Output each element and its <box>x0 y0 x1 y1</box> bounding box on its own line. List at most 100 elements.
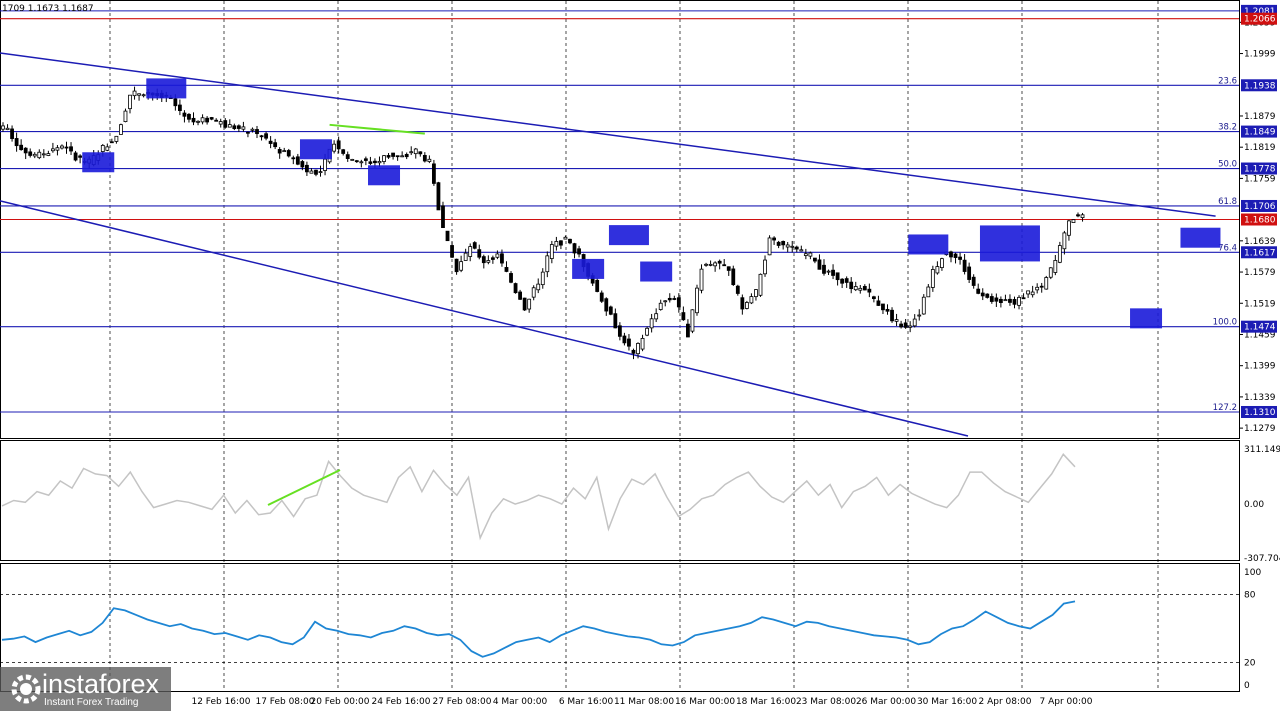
candle-body <box>123 110 128 123</box>
time-label-11: 26 Mar 00:00 <box>856 697 916 707</box>
candle-body <box>568 238 572 244</box>
candle-body <box>32 153 37 157</box>
candle-body <box>282 150 287 153</box>
candle-body <box>69 146 73 152</box>
candle-body <box>849 281 854 290</box>
fib-label-127.2: 127.2 <box>1213 403 1237 413</box>
candle-body <box>799 249 804 252</box>
candle-body <box>109 141 114 144</box>
candle-body <box>28 151 33 156</box>
candle-body <box>64 146 69 149</box>
candle-body <box>559 240 563 246</box>
candle-body <box>300 161 305 168</box>
candle-body <box>672 298 677 300</box>
price-tick-label-6: 1.1579 <box>1244 268 1276 278</box>
fib-label-100.0: 100.0 <box>1213 318 1237 328</box>
cci-pane <box>1 453 1076 541</box>
logo-name: instaforex <box>42 669 160 699</box>
candle-body <box>459 261 464 271</box>
candle-body <box>413 148 418 155</box>
candle-body <box>695 287 699 314</box>
price-tick-label-8: 1.1459 <box>1244 330 1276 340</box>
candle-body <box>613 313 618 329</box>
price-label-box-2 <box>1241 79 1277 92</box>
candle-body <box>382 155 386 162</box>
time-label-9: 18 Mar 16:00 <box>736 697 796 707</box>
candle-body <box>853 286 858 291</box>
candle-body <box>55 147 60 151</box>
candle-body <box>1017 296 1021 306</box>
candle-body <box>187 113 191 120</box>
candle-body <box>772 237 776 241</box>
candle-body <box>971 276 976 286</box>
price-label-box-5 <box>1241 199 1277 212</box>
candle-body <box>78 155 83 158</box>
cci-tick-label-1: 0.00 <box>1244 500 1264 510</box>
candle-body <box>1053 260 1058 273</box>
time-label-5: 4 Mar 00:00 <box>493 697 548 707</box>
candle-body <box>495 253 500 258</box>
candle-body <box>926 286 931 298</box>
candle-body <box>504 267 509 272</box>
fib-label-61.8: 61.8 <box>1218 197 1237 207</box>
candle-body <box>1039 285 1044 288</box>
candle-body <box>831 269 835 276</box>
candle-body <box>917 314 922 317</box>
price-label-box-6 <box>1241 213 1277 226</box>
signal-marker-6 <box>640 261 673 282</box>
signal-marker-8 <box>979 225 1040 262</box>
signal-marker-2 <box>299 139 332 160</box>
candle-body <box>359 161 364 164</box>
candle-body <box>794 246 799 250</box>
candle-body <box>141 94 146 97</box>
time-label-12: 30 Mar 16:00 <box>917 697 977 707</box>
candle-body <box>645 327 649 336</box>
candle-body <box>418 151 423 155</box>
price-tick-label-4: 1.1759 <box>1244 174 1276 184</box>
cci-tick-label-0: 311.1497 <box>1244 445 1280 455</box>
candle-body <box>713 262 718 267</box>
candle-body <box>314 169 318 175</box>
candle-body <box>377 160 382 164</box>
candle-body <box>754 289 758 298</box>
candle-body <box>844 278 849 283</box>
candle-body <box>214 119 219 122</box>
signal-marker-5 <box>608 225 649 246</box>
candle-body <box>840 278 845 284</box>
candle-body <box>173 98 178 107</box>
price-pane: 23.6 38.2 50.0 61.8 76.4 100.0 127.2 <box>0 10 1239 437</box>
price-tick-label-2: 1.1879 <box>1244 112 1276 122</box>
candle-body <box>232 125 237 130</box>
candle-body <box>177 104 182 111</box>
candle-body <box>286 150 291 157</box>
candle-body <box>368 161 373 164</box>
candle-body <box>41 153 46 156</box>
divergence-line-price <box>329 123 425 135</box>
candle-body <box>241 126 246 130</box>
candle-body <box>740 297 745 310</box>
candle-body <box>373 160 377 164</box>
candle-body <box>273 142 278 148</box>
candle-body <box>246 131 250 134</box>
signal-marker-1 <box>146 78 187 99</box>
candle-body <box>436 182 441 211</box>
candle-body <box>400 155 405 158</box>
candle-body <box>341 149 346 154</box>
instaforex-logo: instaforex Instant Forex Trading <box>0 667 171 711</box>
candle-body <box>1076 214 1080 217</box>
candles <box>0 86 1085 360</box>
candle-body <box>731 268 736 285</box>
candle-body <box>989 296 994 302</box>
candle-body <box>205 117 210 123</box>
candle-body <box>218 121 223 125</box>
candle-body <box>930 269 935 288</box>
candle-body <box>409 151 414 154</box>
price-label-7: 1.1617 <box>1244 248 1276 258</box>
candle-body <box>858 287 863 291</box>
candle-body <box>500 253 504 264</box>
candle-body <box>19 144 24 151</box>
candle-body <box>817 259 822 270</box>
candle-body <box>663 300 668 303</box>
candle-body <box>182 112 187 117</box>
